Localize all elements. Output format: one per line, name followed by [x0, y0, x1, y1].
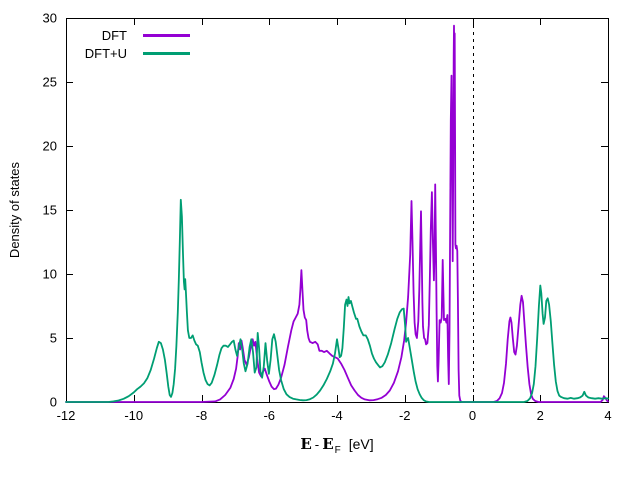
xlabel-subscript-F: F — [334, 445, 341, 456]
y-tick-label: 25 — [43, 75, 57, 90]
y-tick-label: 5 — [50, 331, 57, 346]
legend-line-dftu-icon — [143, 51, 190, 55]
xlabel-E: E — [300, 435, 312, 453]
legend-label-dft: DFT — [101, 27, 127, 43]
x-tick-label: 2 — [537, 408, 544, 423]
x-axis-title: E - EF [eV] — [187, 435, 487, 457]
x-tick-label: -4 — [331, 408, 343, 423]
x-tick-label: -10 — [124, 408, 143, 423]
x-tick-label: -6 — [263, 408, 275, 423]
xlabel-EF: E — [322, 435, 334, 453]
x-tick-label: -8 — [196, 408, 208, 423]
x-tick-label: -2 — [399, 408, 411, 423]
legend-line-dft-icon — [143, 33, 190, 37]
y-tick-label: 10 — [43, 267, 57, 282]
legend: DFT DFT+U — [67, 26, 190, 62]
series-curve-DFT+U — [65, 198, 609, 403]
y-tick-label: 15 — [43, 203, 57, 218]
legend-label-dftu: DFT+U — [84, 45, 127, 61]
y-tick-label: 20 — [43, 139, 57, 154]
legend-entry-dft: DFT — [67, 26, 190, 44]
xlabel-unit: [eV] — [348, 436, 374, 452]
y-tick-label: 0 — [50, 395, 57, 410]
x-tick-label: 4 — [604, 408, 611, 423]
x-tick-label: 0 — [469, 408, 476, 423]
xlabel-separator: - — [314, 438, 320, 453]
y-axis-title: Density of states — [7, 161, 22, 259]
legend-entry-dftu: DFT+U — [67, 44, 190, 62]
y-tick-label: 30 — [43, 11, 57, 26]
x-tick-label: -12 — [57, 408, 76, 423]
series-curve-DFT — [65, 24, 609, 403]
